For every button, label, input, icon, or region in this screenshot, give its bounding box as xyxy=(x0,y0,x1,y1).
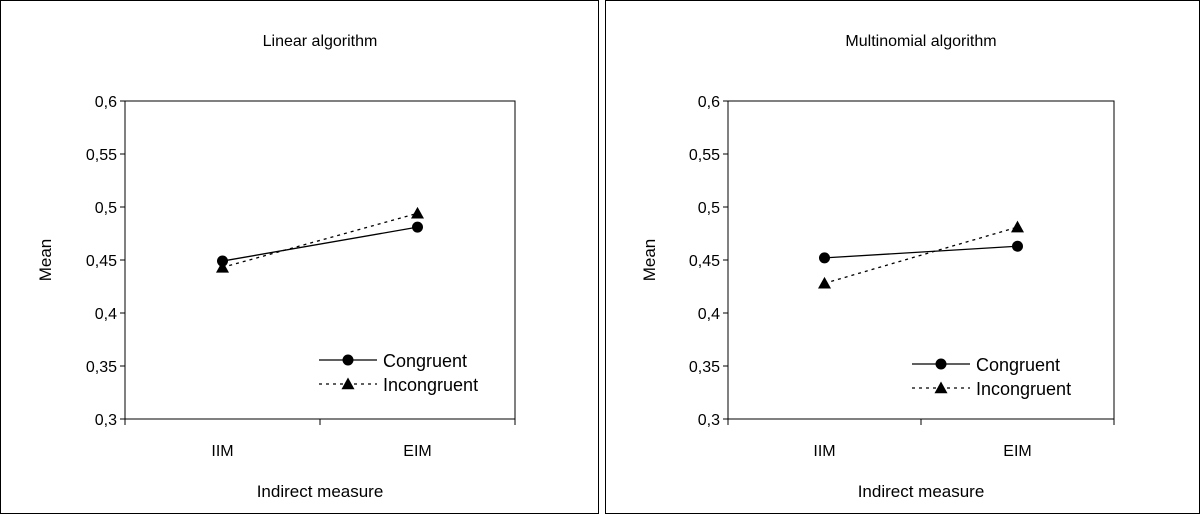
y-tick-label: 0,4 xyxy=(698,306,720,323)
y-tick-label: 0,45 xyxy=(86,253,117,270)
data-point-incongruent xyxy=(818,276,831,289)
y-tick-label: 0,6 xyxy=(95,94,117,111)
data-point-incongruent xyxy=(216,260,229,273)
series-line-congruent xyxy=(222,226,418,262)
legend-marker-incongruent xyxy=(934,381,948,394)
y-tick-label: 0,55 xyxy=(689,147,720,164)
legend-label-congruent: Congruent xyxy=(383,351,467,371)
legend-label-incongruent: Incongruent xyxy=(383,375,478,395)
y-tick-label: 0,3 xyxy=(95,412,117,429)
x-tick-label: IIM xyxy=(211,443,233,460)
x-axis-title: Indirect measure xyxy=(858,482,985,501)
chart-svg-linear: Linear algorithm 0,3 0,35 0,4 0,45 0,5 0,55 0,6… xyxy=(36,33,516,501)
plot-area-frame xyxy=(124,100,516,420)
data-point-congruent xyxy=(819,252,830,264)
chart-title: Multinomial algorithm xyxy=(845,33,996,50)
y-axis-title: Mean xyxy=(640,239,659,282)
y-tick-label: 0,35 xyxy=(689,359,720,376)
chart-panel-linear: Linear algorithm 0,3 0,35 0,4 0,45 0,5 0,55 0,6… xyxy=(0,0,599,514)
y-tick-label: 0,45 xyxy=(689,253,720,270)
chart-svg-multinomial: Multinomial algorithm 0,3 0,35 0,4 0,45 0,5 0,… xyxy=(640,33,1115,501)
series-line-incongruent xyxy=(824,226,1018,284)
legend-label-incongruent: Incongruent xyxy=(976,379,1071,399)
data-point-congruent xyxy=(412,221,423,233)
x-tick-label: IIM xyxy=(813,443,835,460)
data-point-congruent xyxy=(1012,240,1023,252)
chart-panel-multinomial: Multinomial algorithm 0,3 0,35 0,4 0,45 0,5 0,… xyxy=(605,0,1200,514)
y-tick-label: 0,6 xyxy=(698,94,720,111)
y-tick-label: 0,5 xyxy=(698,200,720,217)
x-tick-label: EIM xyxy=(1003,443,1031,460)
legend-marker-congruent xyxy=(342,354,354,366)
legend-marker-incongruent xyxy=(341,377,355,390)
y-tick-label: 0,4 xyxy=(95,306,117,323)
legend-label-congruent: Congruent xyxy=(976,355,1060,375)
y-tick-label: 0,55 xyxy=(86,147,117,164)
x-axis-title: Indirect measure xyxy=(257,482,384,501)
x-tick-label: EIM xyxy=(403,443,431,460)
series-line-congruent xyxy=(824,245,1018,259)
y-axis-title: Mean xyxy=(36,239,55,282)
y-tick-label: 0,3 xyxy=(698,412,720,429)
chart-title: Linear algorithm xyxy=(263,33,378,50)
legend-marker-congruent xyxy=(935,358,947,370)
series-line-incongruent xyxy=(222,212,418,269)
y-tick-label: 0,5 xyxy=(95,200,117,217)
y-tick-label: 0,35 xyxy=(86,359,117,376)
data-point-incongruent xyxy=(1011,220,1024,233)
data-point-incongruent xyxy=(411,206,424,219)
